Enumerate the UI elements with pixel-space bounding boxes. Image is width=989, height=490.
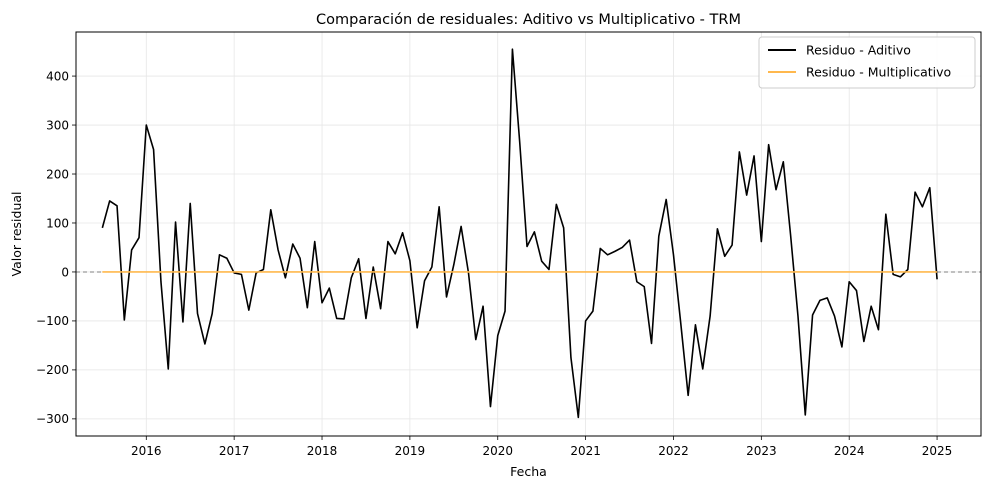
- y-axis-label: Valor residual: [9, 191, 24, 276]
- x-axis-label: Fecha: [510, 464, 547, 479]
- y-tick-label: 200: [46, 167, 69, 181]
- y-tick-label: 300: [46, 118, 69, 132]
- x-tick-label: 2017: [219, 444, 250, 458]
- series-line-aditivo: [101, 48, 938, 419]
- y-tick-label: −300: [36, 412, 69, 426]
- y-tick-label: 400: [46, 69, 69, 83]
- legend-box: [758, 36, 976, 89]
- plot-frame: [75, 31, 982, 437]
- y-tick-label: −200: [36, 363, 69, 377]
- legend: Residuo - Aditivo Residuo - Multiplicati…: [758, 36, 976, 89]
- plot-background: [76, 32, 981, 436]
- x-tick-label: 2021: [570, 444, 601, 458]
- y-tick-label: 0: [61, 265, 69, 279]
- y-axis-ticks: −300 −200 −100 0 100 200 300 400: [36, 69, 76, 426]
- legend-label-multiplicativo: Residuo - Multiplicativo: [806, 65, 951, 80]
- x-tick-label: 2018: [307, 444, 338, 458]
- x-tick-label: 2024: [834, 444, 865, 458]
- x-axis-ticks: 2016 2017 2018 2019 2020 2021 2022 2023 2024 2025: [131, 436, 952, 458]
- y-tick-label: −100: [36, 314, 69, 328]
- y-tick-label: 100: [46, 216, 69, 230]
- series-layer: [101, 48, 938, 419]
- x-tick-label: 2019: [395, 444, 426, 458]
- x-tick-label: 2020: [482, 444, 513, 458]
- x-tick-label: 2025: [922, 444, 953, 458]
- legend-label-aditivo: Residuo - Aditivo: [806, 43, 911, 58]
- x-tick-label: 2023: [746, 444, 777, 458]
- chart-title: Comparación de residuales: Aditivo vs Mu…: [316, 12, 741, 28]
- x-tick-label: 2016: [131, 444, 162, 458]
- x-tick-label: 2022: [658, 444, 689, 458]
